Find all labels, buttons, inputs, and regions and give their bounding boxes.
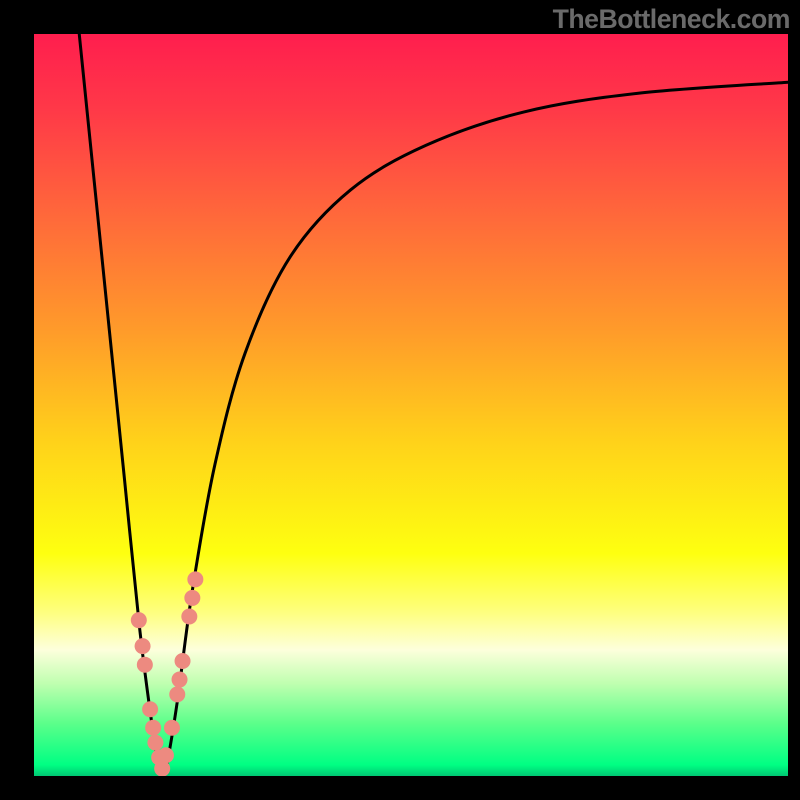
watermark-text: TheBottleneck.com bbox=[553, 4, 790, 35]
data-marker bbox=[187, 571, 203, 587]
chart-svg bbox=[34, 34, 788, 776]
plot-area bbox=[34, 34, 788, 776]
data-marker bbox=[158, 747, 174, 763]
data-marker bbox=[169, 686, 185, 702]
data-marker bbox=[142, 701, 158, 717]
data-marker bbox=[175, 653, 191, 669]
data-marker bbox=[172, 672, 188, 688]
data-marker bbox=[145, 720, 161, 736]
data-marker bbox=[137, 657, 153, 673]
data-marker bbox=[181, 608, 197, 624]
chart-frame: TheBottleneck.com bbox=[0, 0, 800, 800]
data-marker bbox=[131, 612, 147, 628]
data-marker bbox=[135, 638, 151, 654]
data-marker bbox=[184, 590, 200, 606]
data-marker bbox=[147, 735, 163, 751]
data-marker bbox=[164, 720, 180, 736]
